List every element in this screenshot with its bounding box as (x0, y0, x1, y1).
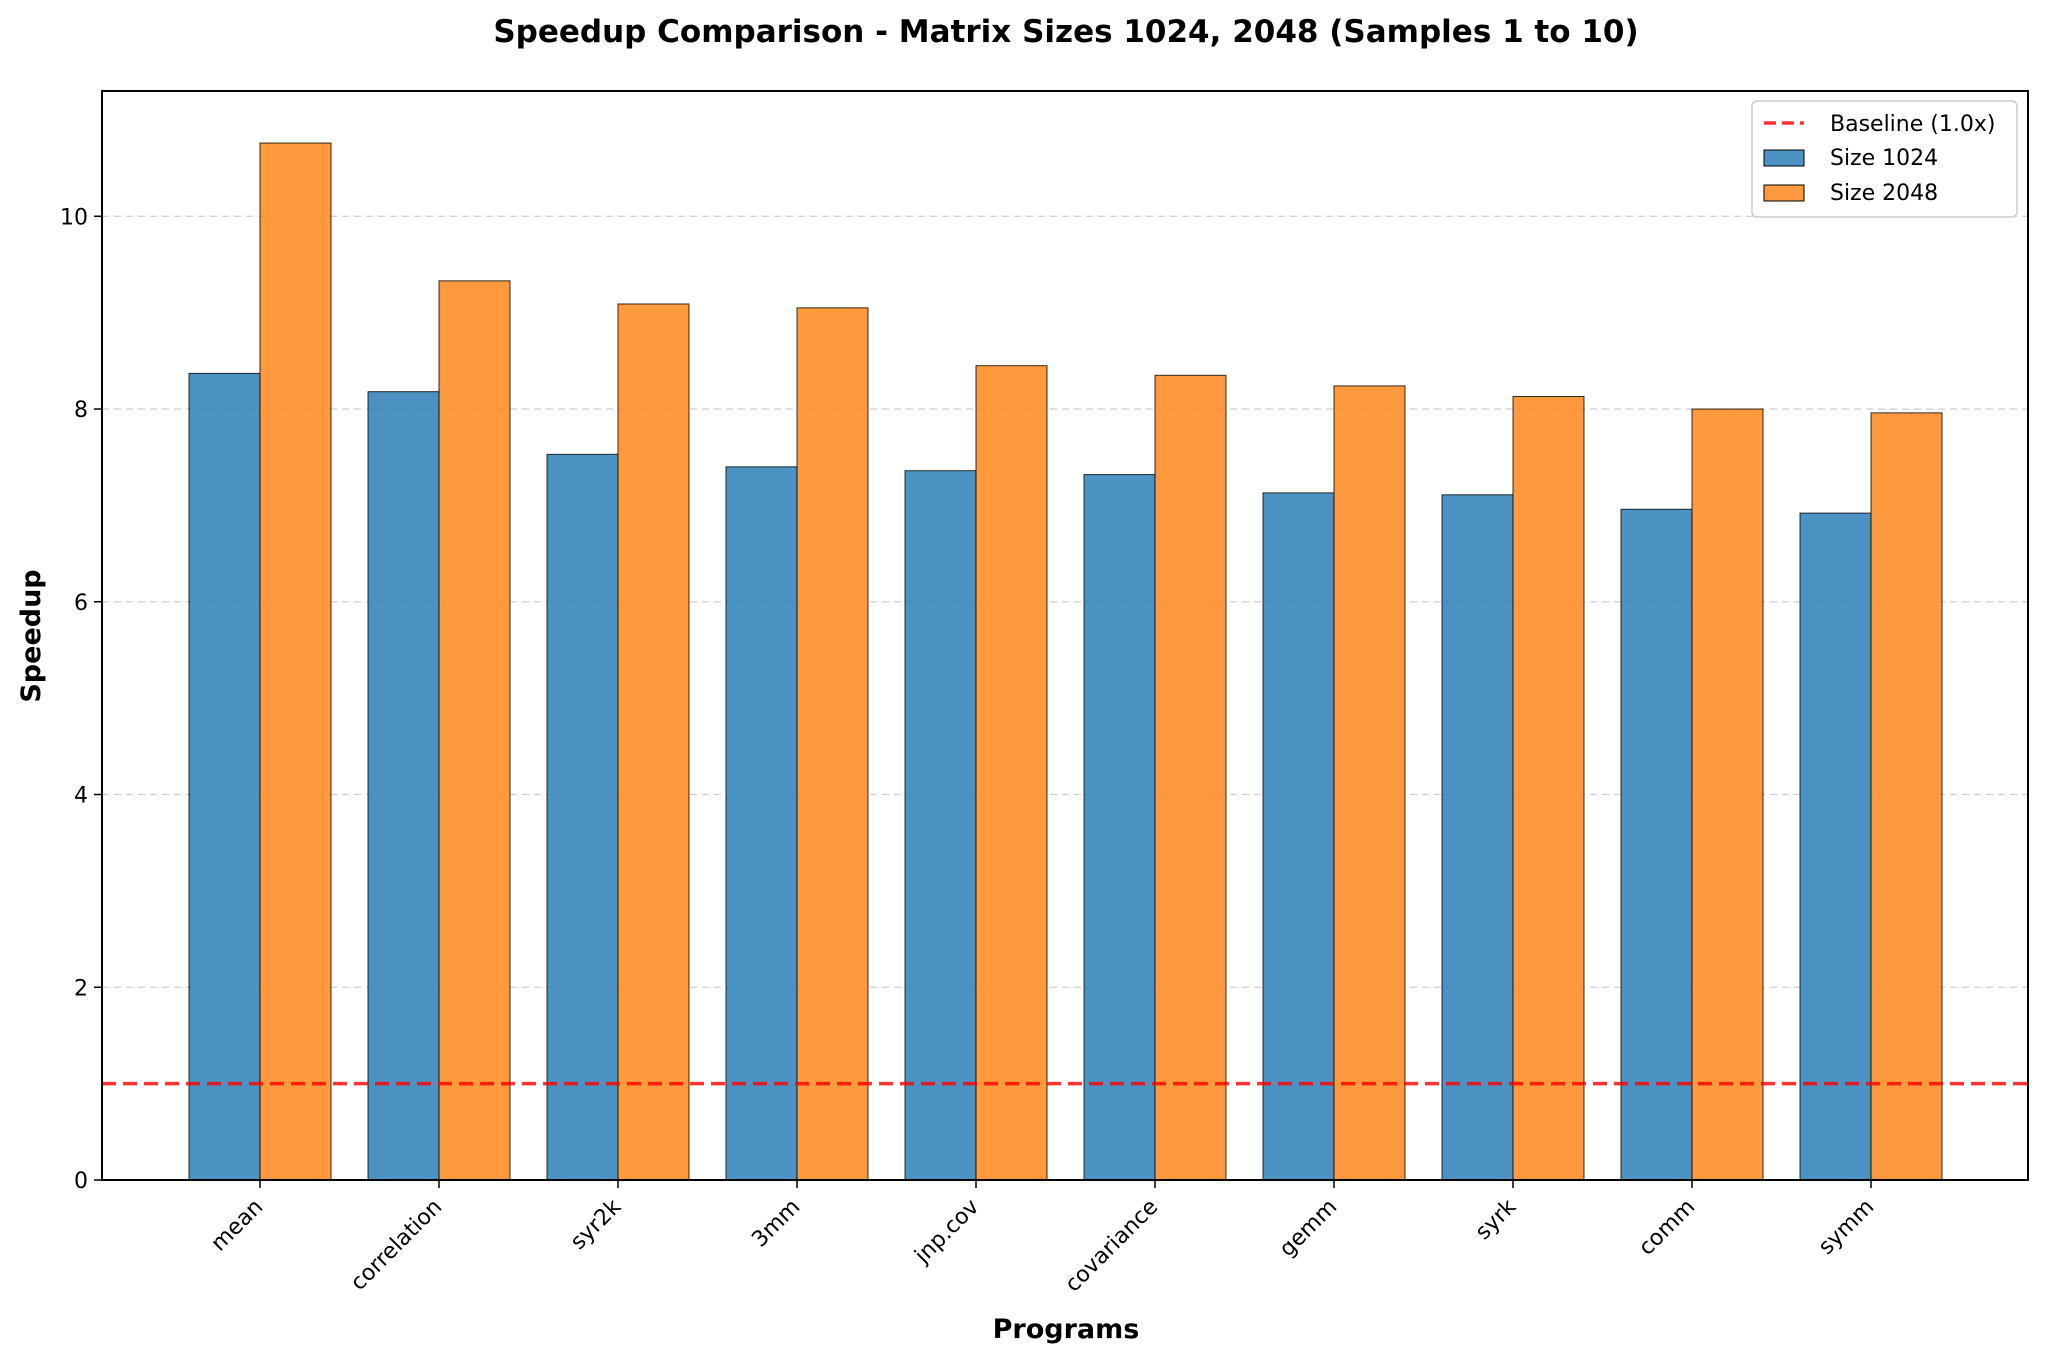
y-tick-label: 2 (74, 976, 88, 1001)
bar-size-2048-covariance (1154, 374, 1227, 1181)
y-tick-label: 4 (74, 784, 88, 809)
y-tick-label: 6 (74, 591, 88, 616)
bar-size-1024-syr2k (546, 453, 619, 1181)
legend-label-size-1024: Size 1024 (1830, 146, 1938, 171)
grid-lines (102, 215, 2028, 988)
bar-size-1024-correlation (367, 391, 440, 1181)
bar-size-2048-symm (1870, 412, 1943, 1181)
bar-size-2048-3mm (796, 307, 869, 1181)
bar-size-1024-jnp.cov (904, 470, 977, 1181)
plot-frame (101, 90, 2029, 1181)
x-axis-label: Programs (993, 1314, 1140, 1345)
bars (188, 142, 1943, 1181)
x-tick-label: comm (1634, 1195, 1700, 1261)
x-axis: mean correlation syr2k 3mm jnp.cov covariance… (206, 1180, 1879, 1297)
bar-size-1024-symm (1799, 512, 1872, 1181)
y-axis: 0 2 4 6 8 10 (60, 205, 102, 1194)
bar-size-2048-syrk (1512, 395, 1585, 1181)
x-tick-label: 3mm (747, 1195, 805, 1253)
bar-size-1024-syrk (1441, 494, 1514, 1181)
x-tick-label: symm (1814, 1195, 1879, 1260)
y-tick-label: 10 (60, 205, 88, 230)
bar-size-2048-jnp.cov (975, 365, 1048, 1181)
legend-baseline-label: Baseline (1.0x) (1830, 112, 1995, 137)
x-tick-label: syr2k (566, 1194, 626, 1254)
y-tick-label: 8 (74, 398, 88, 423)
legend-label-size-2048: Size 2048 (1830, 181, 1938, 206)
bar-size-2048-gemm (1333, 385, 1406, 1181)
bar-size-1024-3mm (725, 466, 798, 1181)
bar-size-2048-correlation (438, 280, 511, 1181)
x-tick-label: gemm (1275, 1195, 1342, 1262)
legend: Baseline (1.0x) Size 1024 Size 2048 (1751, 100, 2018, 218)
bar-size-2048-syr2k (617, 303, 690, 1181)
x-tick-label: mean (206, 1195, 268, 1257)
chart-title: Speedup Comparison - Matrix Sizes 1024, … (493, 14, 1638, 50)
x-tick-label: jnp.cov (910, 1195, 985, 1270)
x-tick-label: syrk (1471, 1194, 1522, 1245)
bar-size-1024-comm (1620, 508, 1693, 1181)
legend-swatch-size-2048 (1763, 184, 1805, 202)
bar-size-1024-covariance (1083, 474, 1156, 1181)
y-axis-label: Speedup (16, 569, 47, 702)
bar-size-1024-mean (188, 372, 261, 1181)
y-tick-label: 0 (74, 1169, 88, 1194)
x-tick-label: correlation (346, 1195, 447, 1296)
legend-box (1751, 100, 2018, 218)
bar-size-2048-mean (259, 142, 332, 1181)
x-tick-label: covariance (1061, 1195, 1164, 1298)
bar-size-2048-comm (1691, 408, 1764, 1181)
legend-swatch-size-1024 (1763, 149, 1805, 167)
bar-size-1024-gemm (1262, 492, 1335, 1181)
